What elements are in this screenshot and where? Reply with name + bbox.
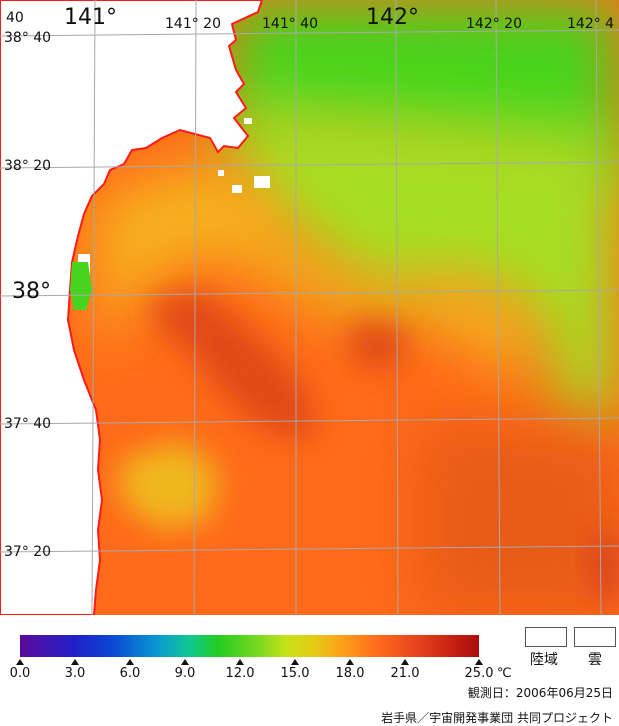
credit-line: 岩手県／宇宙開発事業団 共同プロジェクト (381, 711, 613, 725)
graticule (0, 0, 619, 615)
cloud-speck (218, 170, 224, 176)
scale-tick (291, 659, 299, 665)
scale-tick-label: 9.0 (174, 666, 196, 681)
coastal-cold-strip (70, 262, 92, 310)
lon-label: 142° 4 (567, 16, 614, 32)
lon-label: 141° 40 (262, 16, 318, 32)
lon-label: 142° 20 (466, 16, 522, 32)
scale-tick-label: 6.0 (119, 666, 141, 681)
scale-tick-label: 12.0 (225, 666, 255, 681)
scale-tick (16, 659, 24, 665)
grid-line-lon (91, 0, 96, 615)
lat-label: 38° 20 (4, 158, 51, 174)
cloud-speck (232, 185, 242, 193)
lon-label: 141° 20 (165, 16, 221, 32)
deep-hot-corner (590, 530, 619, 600)
lat-label: 37° 20 (4, 544, 51, 560)
grid-line-lat (0, 289, 619, 297)
scale-tick-label: 0.0 (9, 666, 31, 681)
lon-label: 141° (64, 5, 117, 30)
hot-eddy-east (345, 320, 410, 370)
cloud-swatch (574, 627, 616, 647)
hot-eddy (150, 290, 320, 440)
land-area (0, 0, 264, 615)
scale-tick (236, 659, 244, 665)
lat-label: 37° 40 (4, 416, 51, 432)
scale-tick (181, 659, 189, 665)
scale-tick-label: 3.0 (64, 666, 86, 681)
cloud-speck (244, 118, 252, 124)
grid-line-lat (0, 161, 619, 169)
mid-zone (90, 160, 530, 380)
land-label: 陸域 (530, 652, 558, 668)
land-swatch (525, 627, 567, 647)
cloud-label: 雲 (588, 652, 602, 668)
lat-label: 38° (12, 279, 51, 304)
grid-line-lon (595, 0, 602, 615)
lat-label: 38° 40 (4, 30, 51, 46)
grid-line-lon (395, 0, 399, 615)
color-scale-bar (20, 635, 479, 657)
scale-tick (401, 659, 409, 665)
cool-zone (230, 100, 619, 430)
scale-tick-label: 15.0 (280, 666, 310, 681)
grid-line-lon (495, 0, 501, 615)
grid-line-lat (0, 545, 619, 553)
scale-tick (346, 659, 354, 665)
temperature-unit: ℃ (497, 666, 512, 681)
observation-date: 観測日：2006年06月25日 (467, 686, 613, 700)
grid-line-lon (193, 0, 197, 615)
scale-tick-label: 21.0 (390, 666, 420, 681)
scale-tick (126, 659, 134, 665)
yellow-south-patch (120, 440, 220, 530)
hot-southeast (420, 420, 619, 615)
sea-surface-temperature-map: 141° 141° 20 141° 40 142° 142° 20 142° 4… (0, 0, 619, 615)
scale-tick-label: 18.0 (335, 666, 365, 681)
scale-tick-label: 25.0 (464, 666, 494, 681)
legend: 0.0 3.0 6.0 9.0 12.0 15.0 18.0 21.0 25.0… (0, 615, 619, 725)
lon-label: 142° (366, 5, 419, 30)
scale-tick (71, 659, 79, 665)
corner-label: 40 (6, 10, 24, 26)
cloud-speck (254, 176, 270, 188)
scale-tick (475, 659, 483, 665)
temperature-field (90, 0, 619, 615)
grid-line-lat (0, 29, 619, 37)
grid-line-lat (0, 417, 619, 425)
